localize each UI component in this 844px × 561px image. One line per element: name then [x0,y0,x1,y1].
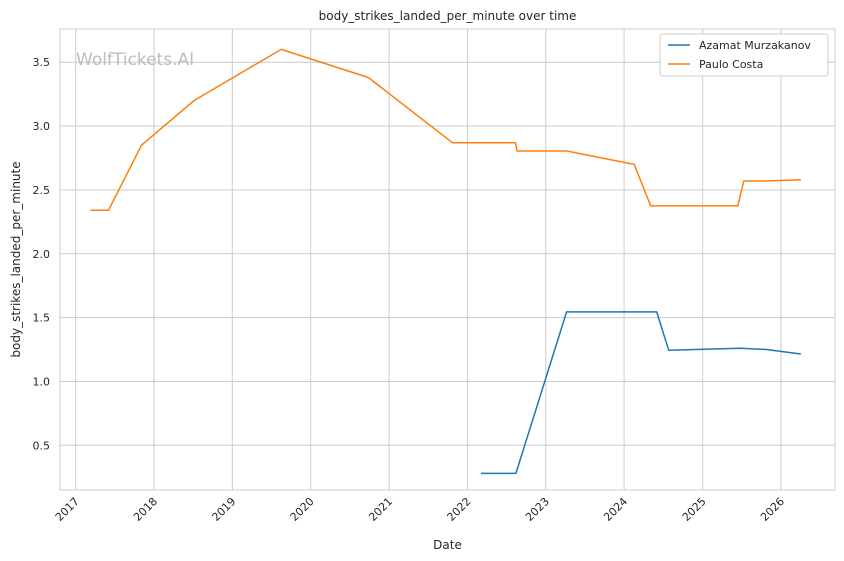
plot-frame [59,28,836,491]
x-tick-label: 2021 [366,495,395,524]
legend-box [659,33,829,77]
y-tick-label: 1.0 [33,375,51,388]
series-lines [90,48,801,475]
x-tick-label: 2025 [680,495,709,524]
y-tick-label: 1.5 [33,312,51,325]
legend-label-azamat-murzakanov: Azamat Murzakanov [699,39,811,52]
watermark: WolfTickets.AI [76,50,194,70]
x-tick-label: 2020 [288,495,317,524]
grid [60,29,835,490]
x-tick-labels: 2017 2018 2019 2020 2021 2022 2023 2024 2025 2026 [53,495,787,524]
x-tick-label: 2024 [601,495,630,524]
legend: Azamat Murzakanov Paulo Costa [659,33,829,77]
x-tick-label: 2022 [445,495,474,524]
x-tick-label: 2017 [53,495,82,524]
legend-label-paulo-costa: Paulo Costa [699,58,763,71]
y-tick-label: 3.0 [33,120,51,133]
chart-title: body_strikes_landed_per_minute over time [319,9,577,23]
y-tick-label: 2.0 [33,248,51,261]
y-tick-labels: 0.5 1.0 1.5 2.0 2.5 3.0 3.5 [33,56,51,452]
x-tick-label: 2026 [758,495,787,524]
x-tick-label: 2019 [209,495,238,524]
x-tick-label: 2018 [131,495,160,524]
y-tick-label: 0.5 [33,439,51,452]
y-tick-label: 2.5 [33,184,51,197]
plot-background [60,29,835,490]
y-axis-label: body_strikes_landed_per_minute [9,161,23,357]
series-line-azamat-murzakanov [481,311,801,475]
x-axis-label: Date [433,538,462,552]
series-line-paulo-costa [90,48,801,212]
y-tick-label: 3.5 [33,56,51,69]
x-tick-label: 2023 [523,495,552,524]
